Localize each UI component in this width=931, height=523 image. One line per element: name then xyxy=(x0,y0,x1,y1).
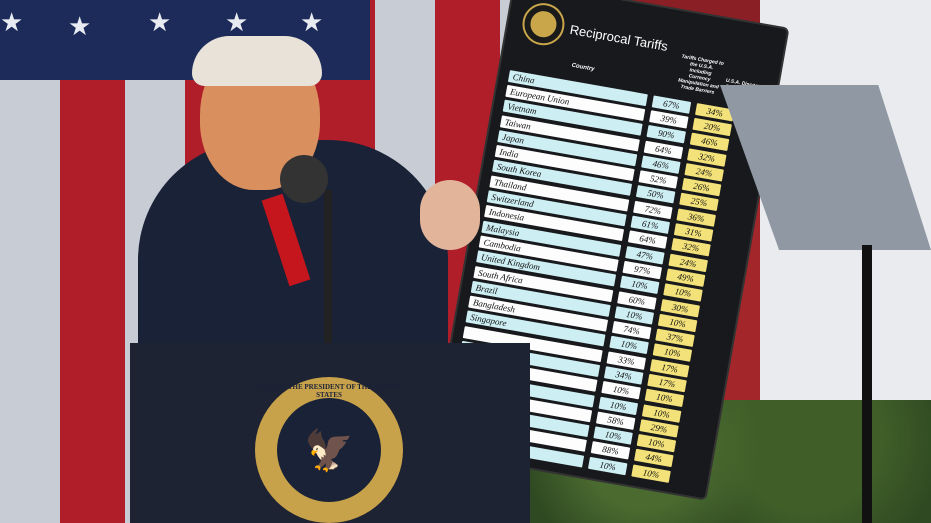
flag-canton: ★ ★ ★ ★ ★ xyxy=(0,0,370,80)
presidential-seal: SEAL OF THE PRESIDENT OF THE UNITED STAT… xyxy=(255,377,403,523)
presidential-seal-icon xyxy=(519,0,568,49)
star-icon: ★ xyxy=(148,8,172,37)
star-icon: ★ xyxy=(225,8,249,37)
eagle-icon: 🦅 xyxy=(277,398,381,502)
speaker-hand xyxy=(420,180,480,250)
speaker-hair xyxy=(192,36,322,86)
microphone xyxy=(280,155,328,203)
board-title: Reciprocal Tariffs xyxy=(568,21,670,54)
charged-header: Tariffs Charged to the U.S.A. Including … xyxy=(677,53,725,96)
seal-text: SEAL OF THE PRESIDENT OF THE UNITED STAT… xyxy=(257,383,401,399)
star-icon: ★ xyxy=(300,8,324,37)
teleprompter-stand xyxy=(862,245,872,523)
star-icon: ★ xyxy=(68,12,92,41)
microphone-stand xyxy=(324,190,332,350)
country-header: Country xyxy=(571,62,595,73)
star-icon: ★ xyxy=(0,8,24,37)
